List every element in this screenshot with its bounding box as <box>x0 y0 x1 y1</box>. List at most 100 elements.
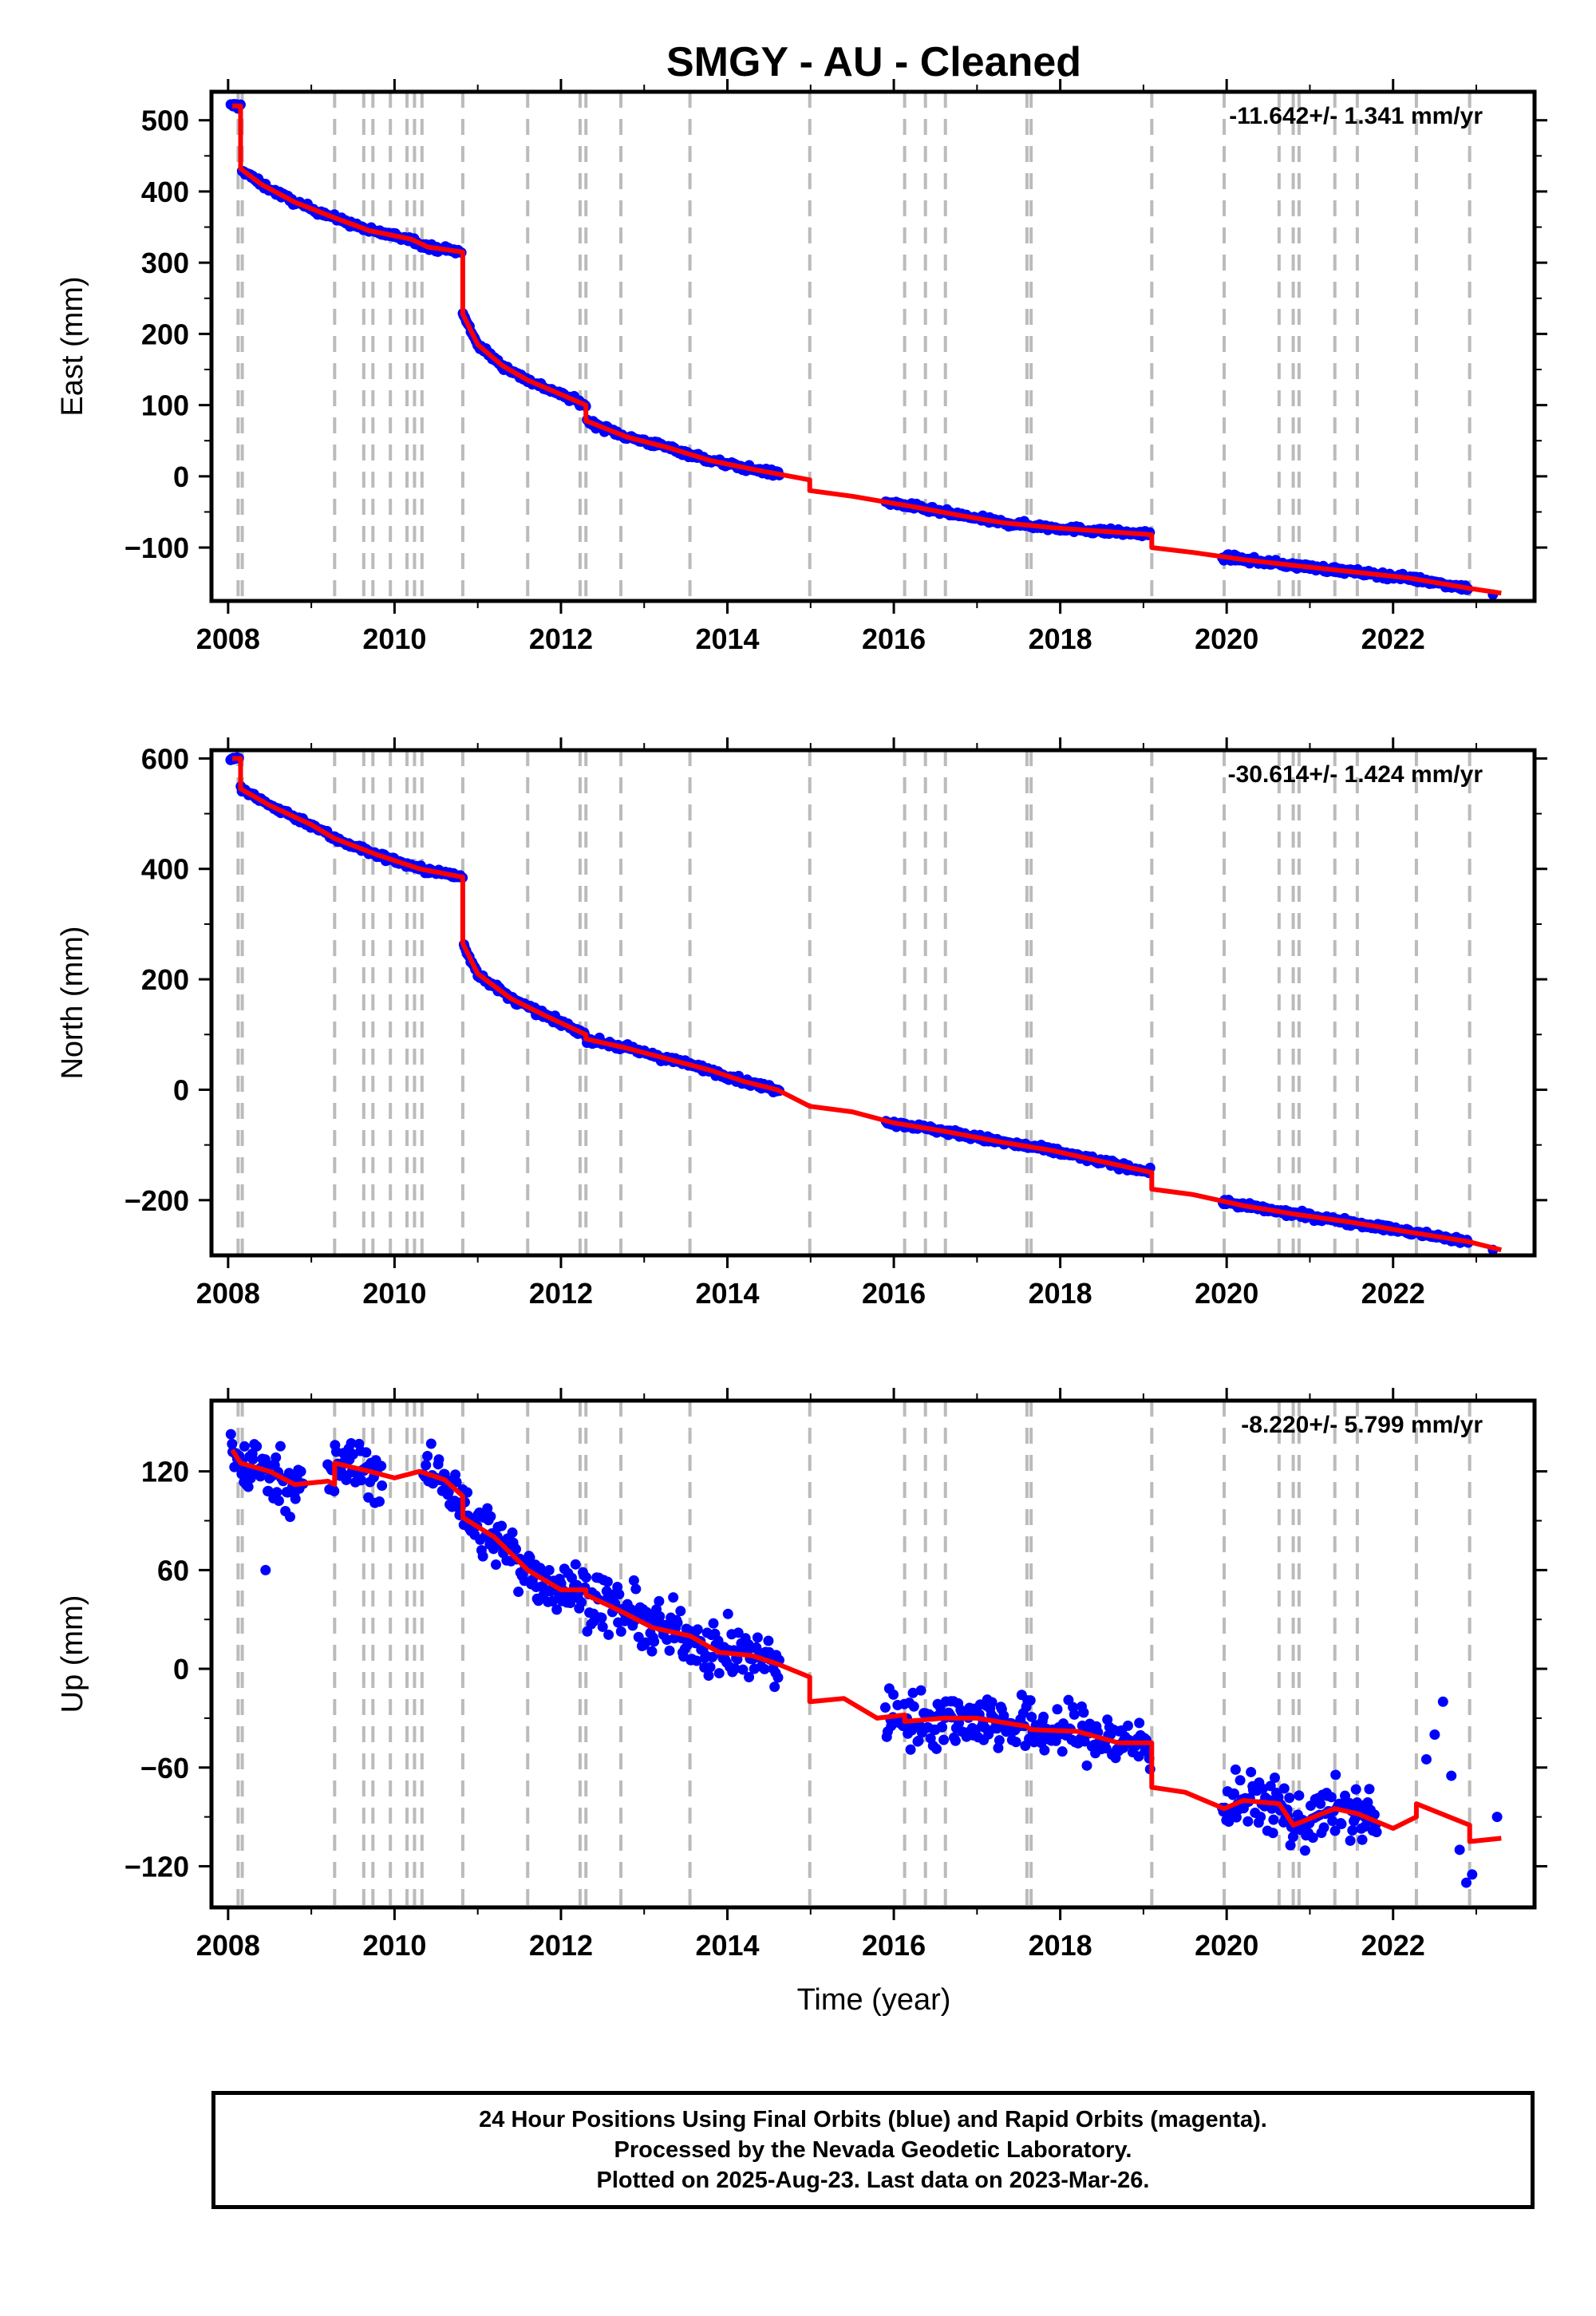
data-point <box>614 1589 625 1600</box>
data-point <box>570 1559 581 1570</box>
data-point <box>1078 1707 1089 1718</box>
data-point <box>763 1635 774 1646</box>
data-point <box>1039 1745 1050 1756</box>
data-point <box>950 1735 961 1746</box>
data-point <box>565 1598 576 1609</box>
data-point <box>640 1637 651 1648</box>
data-point <box>1285 1840 1296 1851</box>
data-point <box>1057 1746 1068 1757</box>
data-point <box>937 1721 948 1733</box>
data-point <box>691 1655 702 1666</box>
data-point <box>759 1663 770 1674</box>
data-point <box>1230 1764 1241 1775</box>
rate-annotation: -30.614+/- 1.424 mm/yr <box>1228 761 1483 788</box>
data-point <box>1357 1834 1368 1845</box>
data-point <box>482 1503 493 1514</box>
y-tick-label: 0 <box>173 1073 189 1106</box>
data-point <box>1446 1770 1457 1781</box>
rate-annotation: -11.642+/- 1.341 mm/yr <box>1229 103 1483 129</box>
data-point <box>1315 1798 1326 1809</box>
data-point <box>596 1612 607 1623</box>
data-point <box>1460 1877 1472 1888</box>
data-point <box>708 1618 719 1629</box>
data-point <box>646 1646 658 1657</box>
data-point <box>1038 1711 1049 1722</box>
data-point <box>1437 1696 1448 1707</box>
data-point <box>1257 1783 1268 1794</box>
data-point <box>752 1632 763 1643</box>
y-tick-label: −100 <box>124 532 189 564</box>
data-point <box>377 1480 388 1492</box>
x-tick-label: 2014 <box>695 622 759 655</box>
data-point <box>1052 1704 1063 1715</box>
data-point <box>376 1460 387 1472</box>
data-point <box>672 1617 683 1628</box>
data-point <box>1269 1773 1280 1784</box>
plot-frame <box>209 1398 1537 1910</box>
data-point <box>421 1460 432 1471</box>
data-point <box>581 1572 592 1583</box>
data-point <box>260 1564 271 1575</box>
data-point <box>433 1454 444 1465</box>
x-tick-label: 2016 <box>862 1929 926 1962</box>
data-point <box>1336 1819 1347 1830</box>
y-tick-label: 60 <box>157 1554 189 1587</box>
data-point <box>1318 1822 1329 1833</box>
data-point <box>908 1701 919 1712</box>
data-point <box>285 1512 296 1523</box>
data-point <box>543 1565 555 1576</box>
data-point <box>1429 1729 1440 1741</box>
data-point <box>1467 1869 1478 1880</box>
data-point <box>1266 1803 1278 1814</box>
data-point <box>513 1587 524 1598</box>
data-point <box>1329 1825 1341 1836</box>
data-point <box>1359 1821 1370 1832</box>
x-tick-label: 2016 <box>862 1277 926 1310</box>
data-point <box>1122 1720 1133 1731</box>
x-tick-label: 2022 <box>1361 622 1425 655</box>
data-point <box>938 1734 950 1745</box>
y-tick-label: 400 <box>141 176 189 208</box>
data-point <box>1284 1792 1295 1804</box>
data-point <box>225 1429 236 1440</box>
north-panel: 600 400 200 0 −200 2008 2010 2012 2014 2016 2018 20… <box>56 737 1547 1310</box>
y-tick-label: 200 <box>141 963 189 996</box>
data-point <box>707 1651 718 1662</box>
data-point <box>271 1452 282 1463</box>
x-tick-label: 2014 <box>695 1929 759 1962</box>
data-point <box>603 1629 614 1640</box>
y-tick-label: 300 <box>141 247 189 279</box>
data-point <box>664 1645 675 1656</box>
data-point <box>247 1453 259 1464</box>
data-point <box>633 1631 644 1642</box>
data-point <box>692 1624 703 1635</box>
data-point <box>913 1735 924 1746</box>
data-point <box>643 1611 654 1622</box>
data-point <box>1299 1845 1310 1856</box>
data-point <box>615 1626 626 1637</box>
x-tick-label: 2018 <box>1029 1277 1092 1310</box>
plot-frame <box>209 748 1537 1258</box>
model-line <box>232 103 1502 596</box>
data-point <box>703 1670 714 1681</box>
data-point <box>273 1495 284 1506</box>
series-final-orbits <box>225 752 1499 1255</box>
data-point <box>271 1487 282 1498</box>
data-point <box>567 1572 578 1583</box>
data-point <box>239 1441 250 1452</box>
x-tick-label: 2022 <box>1361 1277 1425 1310</box>
data-point <box>575 1597 587 1608</box>
data-point <box>275 1441 286 1452</box>
data-point <box>1081 1760 1092 1771</box>
up-panel: 120 60 0 −60 −120 2008 2010 2012 2014 2016 2018 202… <box>56 1388 1547 1962</box>
data-point <box>507 1527 518 1538</box>
rate-annotation: -8.220+/- 5.799 mm/yr <box>1241 1412 1483 1438</box>
data-point <box>477 1551 488 1562</box>
x-tick-label: 2020 <box>1195 1277 1258 1310</box>
data-point <box>346 1437 357 1448</box>
x-tick-label: 2012 <box>529 1277 593 1310</box>
data-point <box>994 1735 1005 1746</box>
y-tick-label: −120 <box>124 1850 189 1883</box>
data-point <box>744 1671 755 1682</box>
